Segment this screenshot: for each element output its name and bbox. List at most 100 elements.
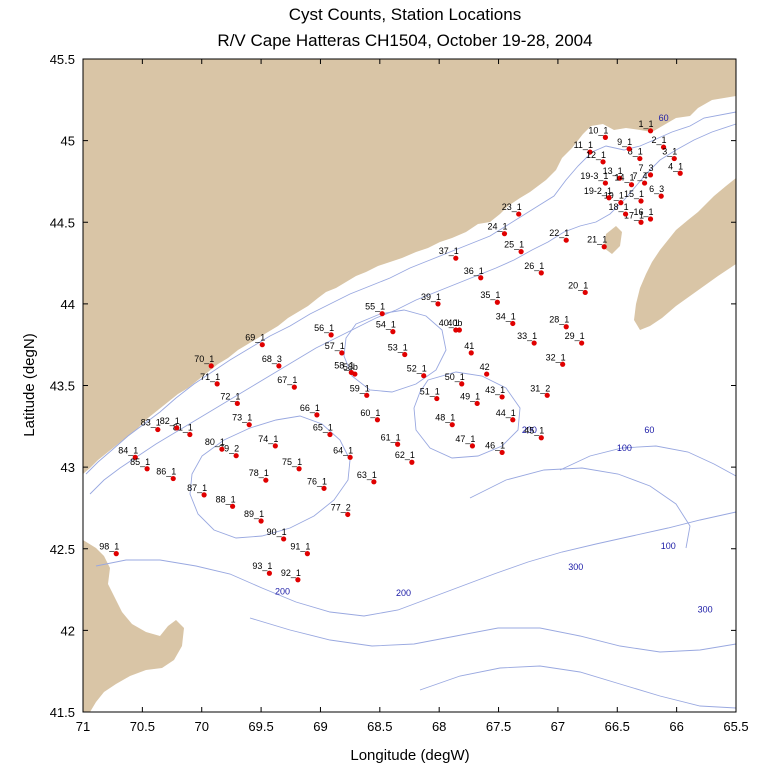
station-marker xyxy=(263,477,269,483)
station-marker xyxy=(201,492,207,498)
x-tick-label: 69.5 xyxy=(248,719,273,734)
station-label: 85_1 xyxy=(130,457,150,467)
land-grand-manan xyxy=(604,226,622,254)
y-tick-label: 43.5 xyxy=(50,379,75,394)
station-marker xyxy=(658,193,664,199)
station: 37_1 xyxy=(439,246,459,261)
contour-northeast-channel xyxy=(469,467,691,549)
station-marker xyxy=(618,200,624,206)
station-marker xyxy=(352,371,358,377)
station-marker xyxy=(258,518,264,524)
station-label: 29_1 xyxy=(565,331,585,341)
station-marker xyxy=(516,211,522,217)
station: 8_1 xyxy=(628,147,643,162)
station-marker xyxy=(259,342,265,348)
station: 40_1 xyxy=(439,318,459,333)
x-tick-label: 68 xyxy=(432,719,446,734)
station-marker xyxy=(647,216,654,222)
station: 31_2 xyxy=(530,383,550,398)
station: 3_1 xyxy=(662,147,677,162)
station-label: 66_1 xyxy=(300,403,320,413)
station: 36_1 xyxy=(464,266,484,281)
station-label: 40_1 xyxy=(439,318,459,328)
station-marker xyxy=(647,128,654,134)
station-label: 43_1 xyxy=(485,385,505,395)
station-label: 93_1 xyxy=(252,561,272,571)
station-label: 23_1 xyxy=(502,202,522,212)
station-label: 44_1 xyxy=(496,408,516,418)
station-marker xyxy=(459,381,465,387)
contour-basin-wilkinson xyxy=(189,415,351,539)
station-label: 16_1 xyxy=(633,207,653,217)
station-marker xyxy=(456,327,462,333)
station: 28_1 xyxy=(549,315,569,330)
station: 56_1 xyxy=(314,323,334,338)
station-label: 81_1 xyxy=(173,422,193,432)
station: 54_1 xyxy=(376,320,396,335)
x-tick-label: 68.5 xyxy=(367,719,392,734)
station-label: 91_1 xyxy=(290,542,310,552)
contour-300m-outer xyxy=(249,617,737,653)
x-axis-label: Longitude (degW) xyxy=(350,747,469,764)
station-marker xyxy=(347,454,353,460)
station: 72_1 xyxy=(220,391,240,407)
depth-label: 60 xyxy=(659,113,669,123)
station: 92_1 xyxy=(281,568,301,583)
station-label: 12_1 xyxy=(586,150,606,160)
contour-100m-coastal xyxy=(89,123,737,495)
station: 67_1 xyxy=(277,375,297,390)
station-marker xyxy=(371,479,377,485)
station-marker xyxy=(600,159,606,165)
station-marker xyxy=(638,219,644,225)
station-label: 32_1 xyxy=(546,352,566,362)
station: 78_1 xyxy=(249,468,269,483)
station-label: 21_1 xyxy=(587,235,607,245)
station: 19_1 xyxy=(604,191,624,206)
station-marker xyxy=(281,536,287,542)
station-marker xyxy=(170,475,176,482)
station-marker xyxy=(276,363,282,369)
station: 49_1 xyxy=(460,391,480,407)
station: 40b xyxy=(447,318,462,333)
station: 51_1 xyxy=(420,387,440,402)
station-marker xyxy=(233,453,239,459)
chart-subtitle: R/V Cape Hatteras CH1504, October 19-28,… xyxy=(217,31,592,50)
station-label: 76_1 xyxy=(307,476,327,486)
station-marker xyxy=(518,249,524,255)
station: 35_1 xyxy=(480,290,500,305)
station-marker xyxy=(538,270,544,276)
station: 50_1 xyxy=(445,372,465,387)
station: 53_1 xyxy=(388,342,408,358)
station-label: 61_1 xyxy=(381,432,401,442)
station-marker xyxy=(660,144,667,150)
station-marker xyxy=(677,170,683,176)
station-label: 90_1 xyxy=(267,527,287,537)
station: 66_1 xyxy=(300,403,320,418)
station: 4_1 xyxy=(668,161,683,176)
station-marker xyxy=(187,431,193,438)
station-marker xyxy=(296,466,302,472)
station-marker xyxy=(494,299,500,305)
station-label: 79_2 xyxy=(219,444,239,454)
station-marker xyxy=(402,351,408,358)
station: 86_1 xyxy=(156,467,176,482)
station-marker xyxy=(601,244,607,250)
station-label: 4_1 xyxy=(668,161,683,171)
land-cape-cod xyxy=(83,540,184,712)
station-label: 9_1 xyxy=(617,137,632,147)
station-marker xyxy=(647,172,654,178)
station-label: 18_1 xyxy=(609,202,629,212)
station-label: 86_1 xyxy=(156,467,176,477)
station: 85_1 xyxy=(130,457,150,472)
station-label: 89_1 xyxy=(244,509,264,519)
station-label: 62_1 xyxy=(395,450,415,460)
depth-label: 60 xyxy=(644,425,654,435)
station-label: 26_1 xyxy=(524,261,544,271)
station-label: 69_1 xyxy=(245,333,265,343)
station: 82_1 xyxy=(160,416,180,431)
station-marker xyxy=(327,431,333,438)
station-marker xyxy=(449,422,455,428)
station-marker xyxy=(291,384,297,390)
station: 44_1 xyxy=(496,408,516,423)
